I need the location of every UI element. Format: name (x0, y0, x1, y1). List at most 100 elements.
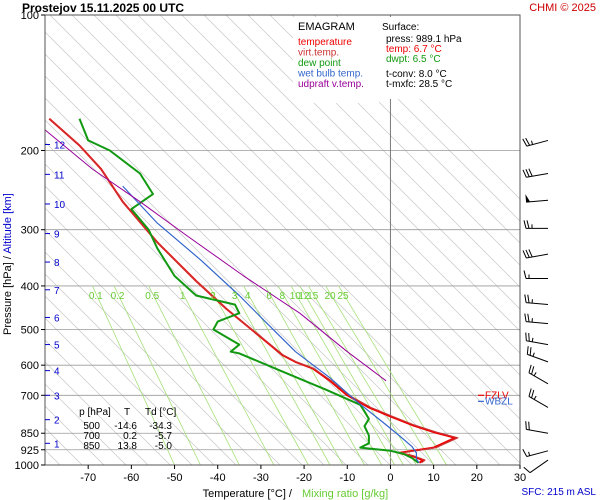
diagonal-grid-line (45, 53, 457, 465)
table-cell: -5.7 (155, 431, 173, 442)
p-tick-label: 700 (21, 390, 39, 402)
diagonal-grid-line (45, 185, 325, 465)
legend-box (293, 17, 379, 103)
wind-barb-flag (527, 294, 530, 303)
wind-barb-flag (526, 346, 529, 355)
legend-entry: wet bulb temp. (297, 69, 363, 80)
x-tick-label: 30 (514, 472, 526, 484)
wind-barb-flag (528, 421, 530, 430)
altitude-tick-label: 11 (54, 170, 65, 181)
wind-barb-half-flag (531, 140, 534, 145)
wind-barb-flag (525, 137, 531, 146)
mixing-ratio-label: 20 (324, 291, 336, 302)
x-tick-label: -60 (123, 472, 139, 484)
mixing-ratio-line (299, 285, 404, 465)
diagonal-grid-line (45, 317, 193, 465)
wind-barb-flag (528, 168, 533, 177)
surface-value: t-conv: 8.0 °C (386, 69, 447, 80)
altitude-tick-label: 5 (54, 341, 60, 352)
wind-barb-flag (525, 169, 530, 177)
plot-frame (44, 14, 521, 466)
wind-barb-flag (522, 138, 528, 147)
x-tick-label: -40 (210, 472, 226, 484)
x-axis-label-mixing: Mixing ratio [g/kg] (302, 488, 388, 500)
mixing-ratio-line (230, 285, 331, 465)
wind-barb-flag (523, 466, 531, 474)
surface-value: temp: 6.7 °C (386, 44, 442, 55)
wind-barb-staff (526, 302, 549, 306)
mixing-ratio-label: 2 (210, 291, 216, 302)
table-cell: 850 (83, 441, 100, 452)
wind-barb-flag (522, 449, 528, 457)
diagonal-grid-line (159, 15, 520, 376)
legend-title: EMAGRAM (298, 21, 355, 33)
diagonal-grid-line (181, 15, 520, 354)
wind-barb-flag (528, 249, 533, 258)
altitude-tick-label: 6 (54, 313, 60, 324)
mixing-ratio-line (148, 285, 240, 465)
mixing-ratio-label: 1 (180, 291, 186, 302)
mixing-ratio-label: 3 (232, 291, 238, 302)
mixing-ratio-line (113, 285, 201, 465)
altitude-tick-label: 8 (54, 258, 60, 269)
mixing-ratio-label: 8 (280, 291, 286, 302)
copyright: CHMI © 2025 (529, 2, 596, 14)
mixing-ratio-line (178, 285, 275, 465)
wind-barb (525, 194, 549, 203)
diagonal-grid-line (45, 75, 435, 465)
surface-title: Surface: (382, 22, 419, 33)
diagonal-grid-line (45, 361, 149, 465)
mixing-ratio-label: 10 (290, 291, 302, 302)
surface-value: t-mxfc: 28.5 °C (386, 79, 452, 90)
wind-barb-flag (527, 313, 530, 323)
wind-barb-staff (526, 428, 549, 434)
wind-barb-flag (525, 421, 527, 430)
wind-barb-flag (526, 220, 530, 229)
diagonal-grid-line (45, 273, 237, 465)
wind-barb-staff (526, 139, 549, 147)
wind-barb-staff (526, 253, 549, 259)
wind-barb-staff (527, 353, 549, 363)
x-tick-label: -30 (253, 472, 269, 484)
diagonal-grid-line (93, 15, 520, 442)
x-tick-label: 20 (471, 472, 483, 484)
diagonal-grid-line (203, 15, 520, 332)
x-axis-label: Temperature [°C] / (203, 488, 293, 500)
legend-entry: temperature (298, 37, 352, 48)
x-tick-label: -10 (339, 472, 355, 484)
mixing-ratio-label: 0.2 (111, 291, 125, 302)
wind-barb (528, 388, 549, 408)
mixing-ratio-label: 6 (266, 291, 272, 302)
wind-barb-flag (528, 333, 530, 342)
wind-barb-flag (523, 270, 527, 279)
x-tick-label: -20 (296, 472, 312, 484)
wind-barb-staff (529, 459, 549, 474)
wind-barb-flag (525, 249, 530, 258)
level-marker-fzlv: FZLV (485, 390, 509, 401)
diagonal-grid-line (45, 119, 391, 465)
diagonal-grid-line (115, 15, 520, 420)
mixing-ratio-label: 0.1 (89, 291, 103, 302)
sounding-series (45, 117, 459, 464)
diagonal-grid-line (45, 141, 369, 465)
level-marker-wbzl: WBZL (485, 396, 513, 407)
altitude-tick-label: 2 (54, 416, 60, 427)
series-line-dew-point (78, 118, 420, 464)
wind-barb-staff (526, 340, 549, 346)
chart-title: Prostejov 15.11.2025 00 UTC (22, 1, 184, 15)
mixing-ratio-line (277, 285, 383, 465)
p-tick-label: 600 (21, 360, 39, 372)
table-cell: -14.6 (114, 421, 137, 432)
diagonal-grid-line (45, 97, 413, 465)
mixing-ratio-line (208, 285, 309, 465)
wind-barb-flag (524, 294, 527, 303)
altitude-tick-label: 7 (54, 286, 60, 297)
wind-barb (522, 449, 549, 457)
wind-barb-staff (526, 199, 549, 203)
p-tick-label: 100 (21, 10, 39, 22)
diagonal-grid-line (45, 31, 479, 465)
mixing-ratio-label: 0.5 (145, 291, 159, 302)
wind-barb (528, 364, 549, 385)
